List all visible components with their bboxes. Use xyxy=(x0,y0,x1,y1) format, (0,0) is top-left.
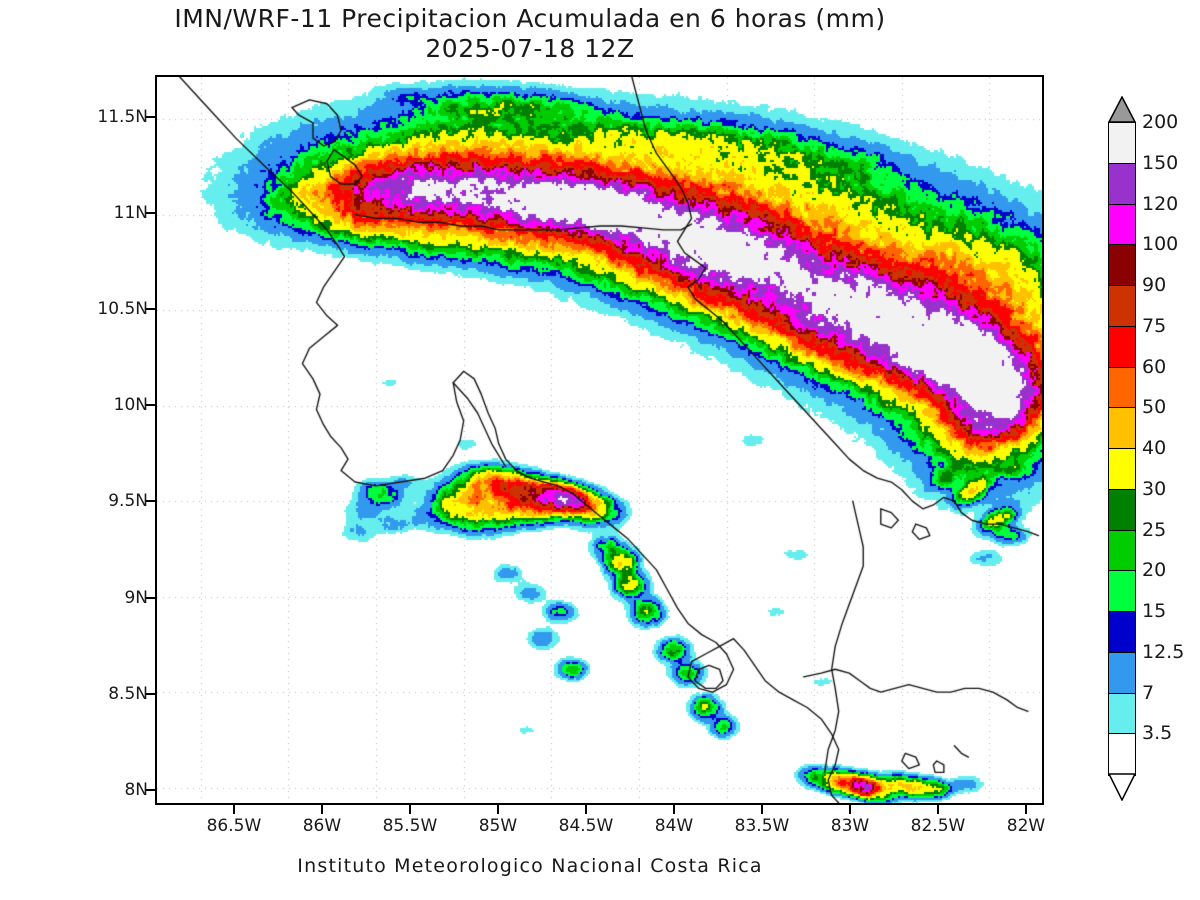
precipitation-map-canvas xyxy=(157,77,1042,803)
y-axis-tick-mark xyxy=(146,596,155,599)
x-axis-tick-label: 86W xyxy=(302,816,342,836)
y-axis-tick-label: 10N xyxy=(113,395,148,416)
colorbar-tick-label: 20 xyxy=(1142,559,1167,582)
y-axis-tick-mark xyxy=(146,308,155,311)
colorbar-tick-label: 40 xyxy=(1142,437,1167,459)
chart-title-block: IMN/WRF-11 Precipitacion Acumulada en 6 … xyxy=(0,4,1060,64)
colorbar-tick-label: 25 xyxy=(1142,518,1167,541)
chart-subtitle: 2025-07-18 12Z xyxy=(425,34,635,63)
y-axis-tick-label: 8N xyxy=(124,779,148,800)
y-axis-tick-label: 10.5N xyxy=(97,299,148,320)
y-axis-tick-mark xyxy=(146,500,155,503)
colorbar-swatch xyxy=(1108,407,1136,450)
x-axis-tick-label: 85.5W xyxy=(382,816,438,836)
x-axis-tick-mark xyxy=(320,805,323,814)
colorbar-tick-label: 120 xyxy=(1142,192,1179,215)
colorbar-tick-label: 100 xyxy=(1142,233,1179,256)
x-axis-tick-mark xyxy=(496,805,499,814)
x-axis-tick-label: 85W xyxy=(478,816,518,836)
colorbar xyxy=(1108,122,1136,776)
colorbar-swatch xyxy=(1108,285,1136,328)
y-axis-tick-mark xyxy=(146,116,155,119)
x-axis-tick-mark xyxy=(849,805,852,814)
colorbar-swatch xyxy=(1108,162,1136,205)
colorbar-tick-label: 90 xyxy=(1142,274,1167,296)
y-axis-tick-label: 8.5N xyxy=(108,683,148,704)
y-axis-tick-mark xyxy=(146,212,155,215)
x-axis-tick-label: 83.5W xyxy=(734,816,790,836)
colorbar-swatch xyxy=(1108,692,1136,735)
y-axis-tick-label: 11.5N xyxy=(97,107,148,128)
x-axis-tick-mark xyxy=(761,805,763,814)
colorbar-tick-label: 200 xyxy=(1142,111,1179,133)
x-axis-tick-label: 86.5W xyxy=(206,816,262,836)
page-title: IMN/WRF-11 Precipitacion Acumulada en 6 … xyxy=(174,4,886,33)
x-axis-tick-mark xyxy=(584,805,587,814)
colorbar-tick-label: 150 xyxy=(1142,151,1179,174)
colorbar-swatch xyxy=(1108,570,1136,613)
map-plot-area xyxy=(155,75,1044,805)
y-axis-tick-mark xyxy=(146,788,155,791)
colorbar-tick-label: 15 xyxy=(1142,600,1167,622)
colorbar-swatch xyxy=(1108,203,1136,246)
x-axis-tick-label: 83W xyxy=(830,816,870,836)
colorbar-swatch xyxy=(1108,122,1136,165)
footer-credit: Instituto Meteorologico Nacional Costa R… xyxy=(297,855,763,877)
colorbar-swatch xyxy=(1108,448,1136,491)
colorbar-tick-label: 50 xyxy=(1142,396,1167,419)
colorbar-swatch xyxy=(1108,529,1136,572)
x-axis-tick-label: 82W xyxy=(1006,816,1046,836)
x-axis-tick-label: 84W xyxy=(654,816,694,836)
colorbar-tick-label: 7 xyxy=(1142,681,1155,704)
y-axis-tick-mark xyxy=(146,692,155,695)
colorbar-swatch xyxy=(1108,488,1136,531)
y-axis-tick-label: 9.5N xyxy=(108,491,148,512)
colorbar-swatch xyxy=(1108,611,1136,654)
x-axis-tick-label: 84.5W xyxy=(558,816,614,836)
x-axis-tick-mark xyxy=(672,805,675,814)
colorbar-swatch xyxy=(1108,244,1136,287)
colorbar-swatch xyxy=(1108,366,1136,409)
colorbar-tick-label: 75 xyxy=(1142,314,1167,337)
colorbar-under-arrow xyxy=(1108,773,1136,801)
colorbar-tick-label: 3.5 xyxy=(1142,722,1173,745)
colorbar-tick-label: 30 xyxy=(1142,477,1167,500)
y-axis-tick-label: 9N xyxy=(124,587,148,608)
x-axis-tick-mark xyxy=(937,805,940,814)
colorbar-swatch xyxy=(1108,325,1136,368)
x-axis-tick-mark xyxy=(408,805,411,814)
colorbar-swatch xyxy=(1108,651,1136,694)
x-axis-tick-mark xyxy=(1025,805,1028,814)
colorbar-swatch xyxy=(1108,733,1136,776)
colorbar-tick-label: 60 xyxy=(1142,355,1167,378)
y-axis-tick-mark xyxy=(146,404,155,407)
y-axis-tick-label: 11N xyxy=(113,203,148,224)
colorbar-tick-label: 12.5 xyxy=(1142,640,1185,663)
colorbar-over-arrow xyxy=(1108,96,1136,123)
x-axis-tick-mark xyxy=(232,805,235,814)
x-axis-tick-label: 82.5W xyxy=(910,816,966,836)
